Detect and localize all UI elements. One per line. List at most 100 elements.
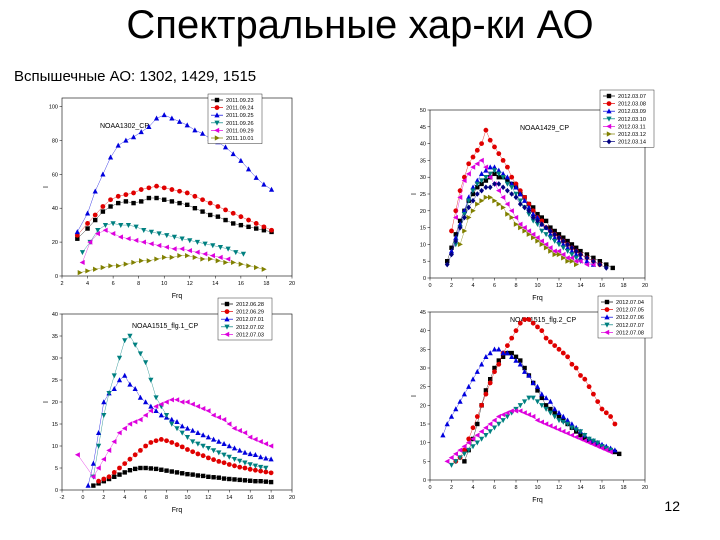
data-point <box>205 455 211 461</box>
data-point <box>221 460 227 466</box>
data-point <box>552 231 558 238</box>
data-point <box>101 476 107 482</box>
data-point <box>184 190 190 196</box>
data-point <box>232 463 237 469</box>
data-point <box>185 202 190 207</box>
y-tick-label: 40 <box>420 329 426 335</box>
data-point <box>500 171 506 177</box>
series-line <box>77 185 272 236</box>
legend-label: 2012.06.29 <box>236 310 264 316</box>
data-point <box>210 448 217 454</box>
data-point <box>513 328 519 334</box>
data-point <box>565 258 571 264</box>
data-point <box>210 436 217 442</box>
data-point <box>470 188 476 194</box>
data-point <box>200 209 205 214</box>
data-point <box>597 259 603 264</box>
data-point <box>496 188 501 194</box>
data-point <box>141 228 147 234</box>
data-point <box>577 258 583 264</box>
data-point <box>521 410 527 416</box>
series-line <box>82 223 244 255</box>
data-point <box>132 419 138 425</box>
legend-marker <box>606 101 612 106</box>
data-point <box>539 395 544 401</box>
data-point <box>102 222 109 228</box>
data-point <box>535 388 540 393</box>
data-point <box>603 447 609 453</box>
data-point <box>595 440 601 446</box>
data-point <box>215 214 221 219</box>
data-point <box>556 251 562 258</box>
data-point <box>513 406 519 412</box>
data-point <box>90 474 96 480</box>
data-point <box>500 354 506 359</box>
data-point <box>179 246 185 252</box>
data-point <box>448 455 454 461</box>
data-point <box>565 421 571 427</box>
data-point <box>79 250 86 256</box>
data-point <box>488 194 493 200</box>
legend-marker <box>606 108 612 114</box>
data-point <box>496 181 502 187</box>
data-point <box>470 154 476 160</box>
data-point <box>483 433 489 438</box>
data-point <box>551 248 557 254</box>
data-point <box>591 391 596 397</box>
data-point <box>231 457 238 462</box>
data-point <box>154 256 160 262</box>
x-tick-label: 18 <box>620 283 626 289</box>
data-point <box>115 193 121 199</box>
data-point <box>153 403 159 409</box>
y-tick-label: 10 <box>52 444 58 450</box>
data-point <box>100 204 106 209</box>
data-point <box>582 376 588 382</box>
data-point <box>202 241 208 247</box>
series-1 <box>96 437 274 484</box>
y-tick-label: 30 <box>52 356 58 362</box>
data-point <box>101 456 107 462</box>
series-0 <box>75 195 274 241</box>
series-3 <box>90 333 269 480</box>
data-point <box>599 406 605 412</box>
data-point <box>556 234 562 241</box>
data-point <box>492 144 497 150</box>
data-point <box>578 373 583 378</box>
data-point <box>474 432 480 438</box>
data-point <box>237 458 243 464</box>
legend-label: 2012.07.04 <box>616 300 644 306</box>
data-point <box>551 425 557 431</box>
x-tick-label: 8 <box>514 283 517 289</box>
data-point <box>116 355 123 361</box>
data-point <box>132 386 138 391</box>
data-point <box>564 255 570 261</box>
data-point <box>448 413 455 419</box>
data-point <box>215 258 221 264</box>
data-point <box>226 462 232 467</box>
data-point <box>491 417 497 423</box>
data-point <box>479 361 485 367</box>
data-point <box>461 177 467 184</box>
data-point <box>115 142 121 148</box>
series-5 <box>77 253 267 276</box>
x-tick-label: 20 <box>642 485 648 491</box>
data-point <box>123 192 129 198</box>
data-point <box>146 124 152 130</box>
data-point <box>522 365 527 371</box>
data-point <box>156 242 162 249</box>
data-point <box>246 263 252 269</box>
data-point <box>216 450 222 456</box>
data-point <box>112 474 117 479</box>
y-tick-label: 35 <box>420 347 426 353</box>
data-point <box>552 228 557 234</box>
axis-ticks: 0 2 4 6 8 10 12 14 16 18 20 0 5 10 15 20 25 30 35 40 45 <box>420 310 648 491</box>
data-point <box>505 187 510 194</box>
data-point <box>236 428 242 434</box>
data-point <box>531 205 536 210</box>
data-point <box>200 432 206 438</box>
data-point <box>496 201 502 207</box>
data-point <box>526 208 532 214</box>
data-point <box>522 228 528 234</box>
y-tick-label: 20 <box>420 403 426 409</box>
